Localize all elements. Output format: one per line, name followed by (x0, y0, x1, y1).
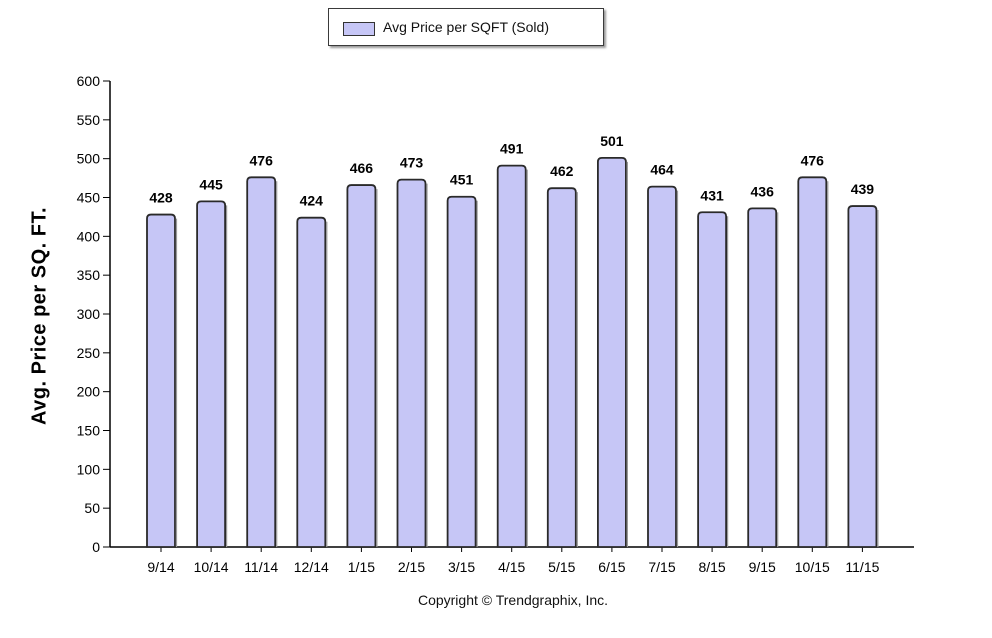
data-label: 462 (550, 163, 574, 179)
x-tick-label: 5/15 (548, 559, 575, 575)
data-label: 491 (500, 141, 524, 157)
x-tick-label: 2/15 (398, 559, 425, 575)
x-tick-label: 9/14 (147, 559, 174, 575)
bar (797, 176, 828, 548)
data-label: 428 (149, 190, 173, 206)
bar (396, 178, 427, 548)
y-tick-label: 550 (77, 112, 101, 128)
bar (246, 176, 277, 548)
y-tick-label: 200 (77, 384, 101, 400)
bar (697, 211, 727, 548)
copyright-text: Copyright © Trendgraphix, Inc. (417, 592, 609, 608)
y-tick-label: 150 (77, 423, 101, 439)
x-tick-label: 3/15 (448, 559, 475, 575)
data-label: 473 (400, 155, 424, 171)
bar (597, 156, 627, 548)
y-tick-label: 250 (77, 345, 101, 361)
y-tick-label: 50 (84, 500, 100, 516)
y-tick-label: 100 (77, 461, 101, 477)
bar (346, 184, 377, 548)
bar (496, 164, 527, 548)
bar (647, 185, 677, 548)
y-tick-label: 300 (77, 306, 101, 322)
x-tick-label: 1/15 (348, 559, 375, 575)
data-label: 424 (300, 193, 324, 209)
y-tick-label: 500 (77, 151, 101, 167)
bar (847, 205, 878, 548)
x-tick-label: 6/15 (598, 559, 625, 575)
bar (747, 207, 778, 548)
y-tick-label: 400 (77, 228, 101, 244)
data-label: 445 (199, 176, 223, 192)
data-label: 439 (851, 181, 875, 197)
data-label: 476 (250, 152, 274, 168)
x-tick-label: 11/15 (845, 559, 879, 575)
y-tick-label: 350 (77, 267, 101, 283)
x-tick-label: 12/14 (294, 559, 329, 575)
data-label: 501 (600, 133, 624, 149)
x-tick-label: 4/15 (498, 559, 525, 575)
legend: Avg Price per SQFT (Sold) (328, 8, 604, 46)
bar (296, 216, 327, 548)
data-label: 431 (700, 187, 724, 203)
y-tick-label: 0 (92, 539, 100, 555)
x-tick-label: 10/14 (194, 559, 229, 575)
bar (146, 213, 176, 548)
y-axis-label: Avg. Price per SQ. FT. (28, 206, 51, 426)
legend-label: Avg Price per SQFT (Sold) (383, 19, 549, 35)
x-tick-label: 11/14 (244, 559, 278, 575)
data-label: 466 (350, 160, 374, 176)
bar (446, 195, 477, 548)
legend-swatch (343, 22, 375, 36)
x-tick-label: 10/15 (795, 559, 830, 575)
x-tick-label: 7/15 (648, 559, 675, 575)
data-label: 451 (450, 172, 474, 188)
x-tick-label: 9/15 (749, 559, 776, 575)
data-label: 436 (751, 183, 775, 199)
bar (546, 187, 577, 548)
data-label: 476 (801, 152, 825, 168)
data-label: 464 (650, 162, 674, 178)
y-tick-label: 450 (77, 190, 101, 206)
y-tick-label: 600 (77, 73, 101, 89)
bar (196, 200, 226, 548)
x-tick-label: 8/15 (698, 559, 725, 575)
